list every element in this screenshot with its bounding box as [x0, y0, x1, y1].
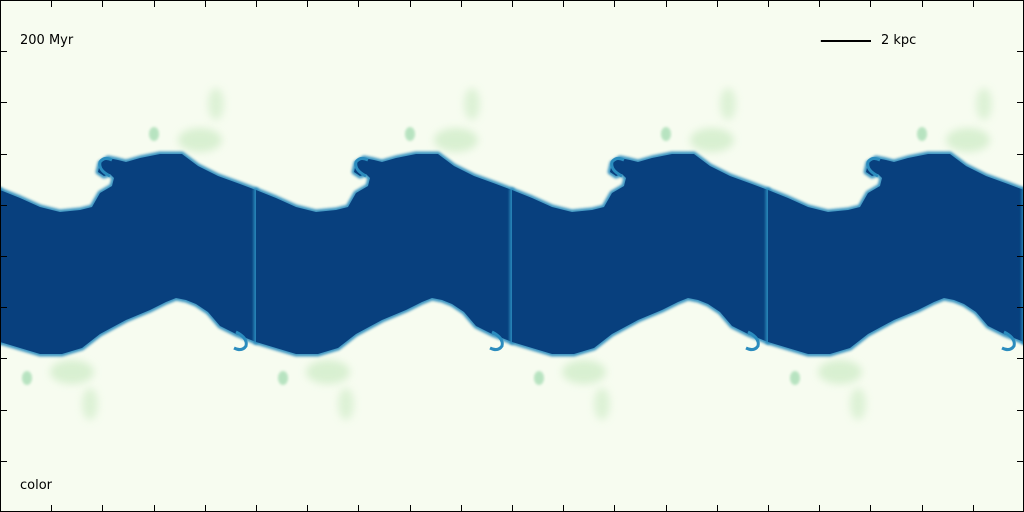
- mixing-blob: [534, 371, 544, 385]
- mixing-wisp: [178, 128, 222, 152]
- eddy-curl: [233, 330, 248, 352]
- mixing-blob: [278, 371, 288, 385]
- dense-layer: [256, 154, 512, 354]
- wave-period: [0, 88, 259, 420]
- mixing-wisp: [976, 88, 992, 120]
- wave-period: [253, 88, 515, 420]
- mixing-wisp: [82, 388, 98, 420]
- mixing-blob: [22, 371, 32, 385]
- eddy-curl: [98, 156, 113, 178]
- eddy-curl: [745, 330, 760, 352]
- dense-layer: [512, 154, 768, 354]
- eddy-curl: [1001, 330, 1016, 352]
- mixing-wisp: [690, 128, 734, 152]
- eddy-curl: [354, 156, 369, 178]
- mixing-blob: [405, 127, 415, 141]
- mixing-wisp: [208, 88, 224, 120]
- eddy-curl: [610, 156, 625, 178]
- field-label: color: [20, 478, 53, 493]
- mixing-wisp: [306, 360, 350, 384]
- mixing-wisp: [720, 88, 736, 120]
- mixing-blob: [149, 127, 159, 141]
- eddy-curl: [489, 330, 504, 352]
- mixing-wisp: [464, 88, 480, 120]
- dense-layer: [0, 154, 256, 354]
- time-label: 200 Myr: [20, 33, 74, 48]
- mixing-blob: [790, 371, 800, 385]
- mixing-blob: [917, 127, 927, 141]
- mixing-wisp: [562, 360, 606, 384]
- wave-period: [765, 88, 1024, 420]
- mixing-wisp: [850, 388, 866, 420]
- mixing-wisp: [434, 128, 478, 152]
- mixing-wisp: [818, 360, 862, 384]
- wave-period: [509, 88, 771, 420]
- scale-bar-label: 2 kpc: [881, 33, 917, 48]
- mixing-wisp: [338, 388, 354, 420]
- mixing-wisp: [594, 388, 610, 420]
- mixing-wisp: [946, 128, 990, 152]
- mixing-blob: [661, 127, 671, 141]
- dense-layer: [768, 154, 1024, 354]
- eddy-curl: [866, 156, 881, 178]
- mixing-wisp: [50, 360, 94, 384]
